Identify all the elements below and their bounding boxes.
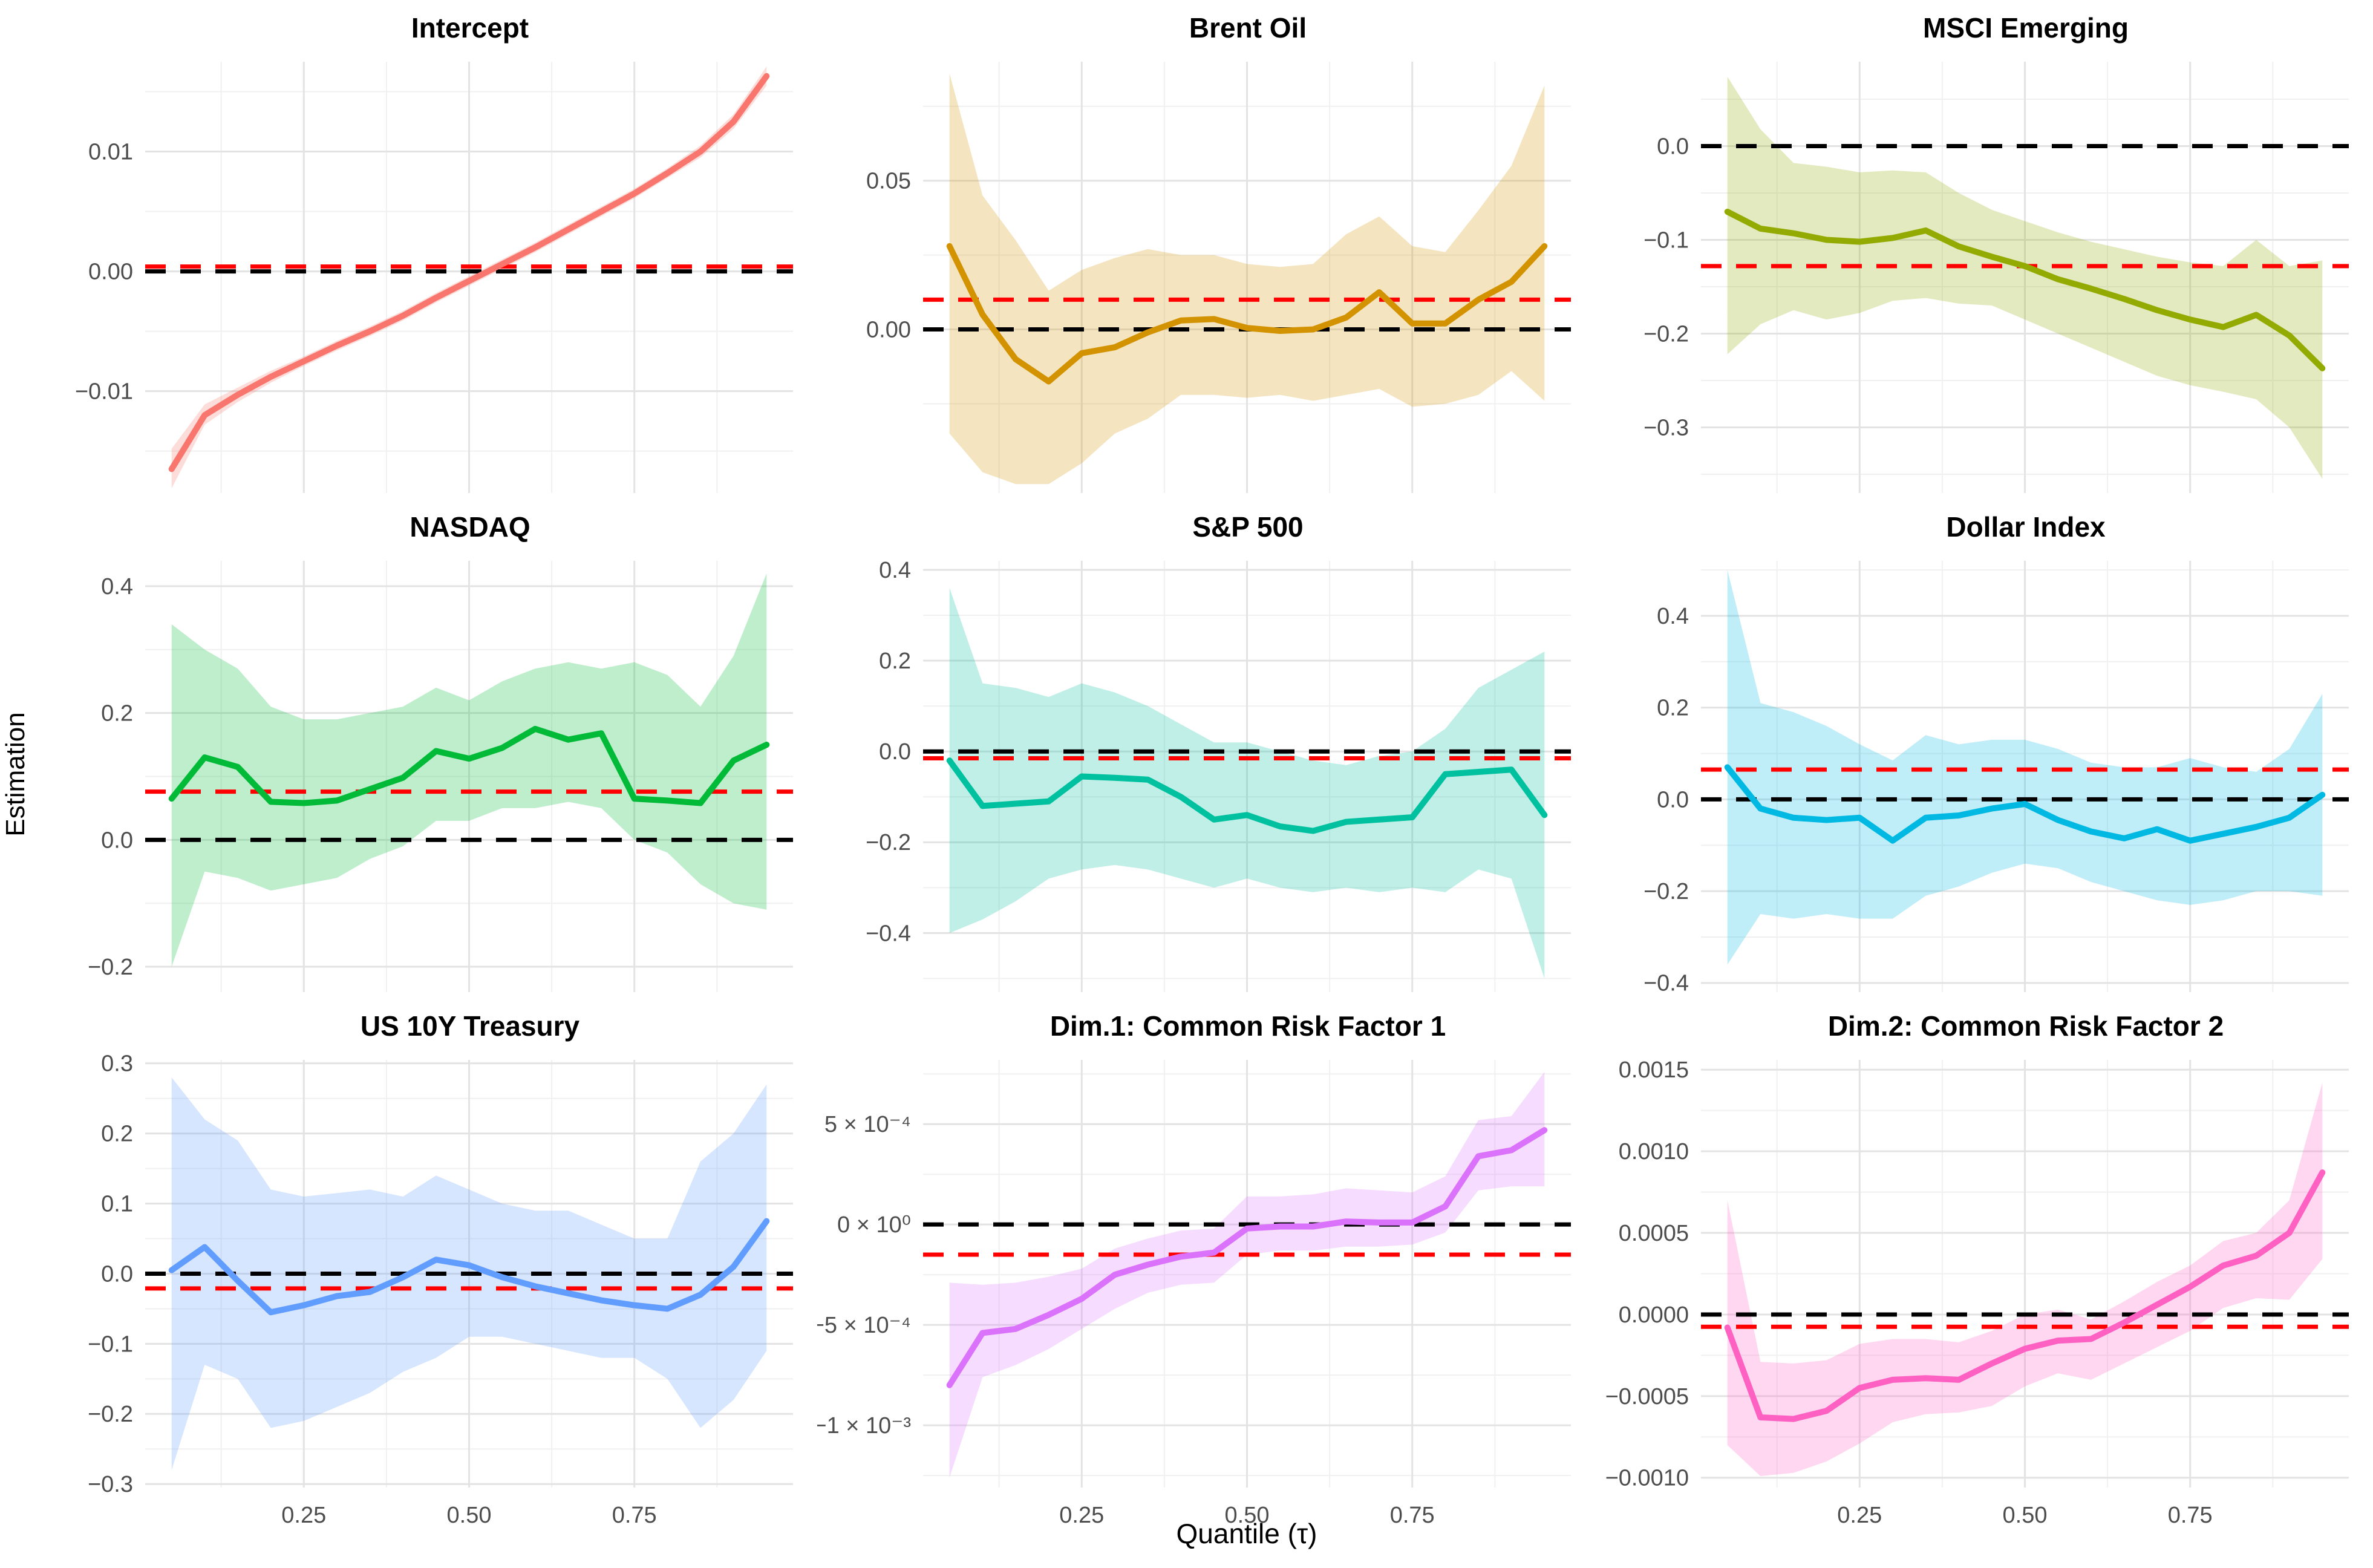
y-tick-label: −0.2 [88,1402,133,1427]
panel-title: S&P 500 [1192,511,1304,543]
facet-panel: S&P 500 0.4 0.2 0.0 −0.2 −0.4 [817,503,1589,1002]
confidence-band [1727,76,2323,479]
series-line [168,725,770,806]
y-tick-label: −0.01 [75,379,133,405]
panel-chart: 5 × 10⁻⁴ 0 × 10⁰ −5 × 10⁻⁴ −1 × 10⁻³ 0.25 0.5… [817,1060,1571,1528]
y-tick-label: −0.2 [1643,321,1689,347]
y-tick-label: 0.0015 [1619,1057,1689,1083]
panel-chart: 0.3 0.2 0.1 0.0 −0.1 −0.2 −0.3 0.25 0.50 0.75 [88,1051,793,1528]
y-tick-label: 0.2 [101,701,133,727]
panel-chart: 0.01 0.00 −0.01 [75,62,793,493]
confidence-band [949,588,1545,979]
y-tick-label: −0.0010 [1605,1466,1689,1491]
y-tick-label: 0.0 [879,739,911,765]
y-tick-label: 0.2 [101,1122,133,1147]
x-tick-label: 0.25 [1059,1503,1104,1528]
panel-chart: 0.4 0.2 0.0 −0.2 −0.4 [1643,561,2349,996]
confidence-band [1727,1082,2323,1477]
facet-panel: Dim.1: Common Risk Factor 1 5 × 10⁻⁴ 0 × … [817,1002,1589,1543]
panel-chart: 0.0 −0.1 −0.2 −0.3 [1643,62,2349,493]
x-axis-label-strip: Quantile (τ) [39,1517,2367,1550]
panel-title: Brent Oil [1189,12,1307,44]
y-tick-label: 0 × 10⁰ [837,1212,911,1238]
y-tick-label: −5 × 10⁻⁴ [817,1313,911,1338]
y-tick-label: −1 × 10⁻³ [817,1413,911,1439]
panel-title: Dollar Index [1946,511,2106,543]
facet-panel: Intercept 0.01 0.00 −0.01 [39,4,811,503]
y-tick-label: −0.2 [88,955,133,980]
y-tick-label: −0.2 [866,830,911,855]
x-axis-label: Quantile (τ) [1176,1518,1317,1549]
y-tick-label: −0.1 [1643,227,1689,253]
y-tick-label: −0.4 [1643,971,1689,996]
panel-title: Dim.2: Common Risk Factor 2 [1827,1010,2224,1042]
x-tick-label: 0.50 [447,1503,492,1528]
x-tick-label: 0.75 [2168,1503,2213,1528]
series-line [946,243,1548,385]
series-line [1724,1169,2326,1422]
x-tick-label: 0.75 [1390,1503,1435,1528]
panel-title: Intercept [411,12,529,44]
series-line [946,1127,1548,1388]
x-tick-label: 0.75 [612,1503,657,1528]
y-tick-label: 0.0000 [1619,1302,1689,1328]
panel-chart: 0.4 0.2 0.0 −0.2 −0.4 [866,558,1571,992]
panel-title: NASDAQ [410,511,530,543]
panel-chart: 0.4 0.2 0.0 −0.2 [88,561,793,992]
panel-title: MSCI Emerging [1923,12,2129,44]
y-tick-label: −0.1 [88,1331,133,1357]
y-tick-label: 0.0005 [1619,1221,1689,1246]
y-tick-label: 0.0 [101,1261,133,1287]
panel-chart: 0.05 0.00 [866,62,1571,493]
series-line [946,757,1548,834]
y-tick-label: 0.0 [1657,787,1689,812]
x-tick-label: 0.25 [1837,1503,1882,1528]
y-tick-label: 0.05 [866,169,911,194]
facet-panel: Brent Oil 0.05 0.00 [817,4,1589,503]
y-tick-label: 0.0 [101,828,133,853]
y-tick-label: 0.2 [879,648,911,674]
confidence-band [171,573,767,967]
confidence-band [1727,570,2323,965]
y-tick-label: −0.0005 [1605,1384,1689,1410]
panels-grid: Intercept 0.01 0.00 −0.01 Brent Oil 0.05 0.… [39,4,2367,1543]
y-tick-label: −0.4 [866,921,911,946]
y-tick-label: 0.1 [101,1192,133,1217]
y-tick-label: 0.2 [1657,696,1689,721]
y-tick-label: 0.3 [101,1051,133,1077]
y-tick-label: 0.0010 [1619,1139,1689,1165]
y-tick-label: 0.4 [879,558,911,583]
series-line [168,73,770,472]
y-tick-label: 0.01 [88,139,133,165]
facet-panel: MSCI Emerging 0.0 −0.1 −0.2 −0.3 [1595,4,2367,503]
y-tick-label: 5 × 10⁻⁴ [824,1112,911,1137]
y-tick-label: 0.00 [88,260,133,285]
y-axis-label: Estimation [1,712,30,837]
series-line [1724,764,2326,844]
x-tick-label: 0.50 [1225,1503,1270,1528]
panel-title: US 10Y Treasury [360,1010,580,1042]
confidence-band [949,1071,1545,1478]
confidence-band [949,73,1545,485]
y-tick-label: 0.0 [1657,134,1689,159]
y-tick-label: −0.2 [1643,879,1689,904]
facet-panel: Dollar Index 0.4 0.2 0.0 −0.2 −0.4 [1595,503,2367,1002]
y-tick-label: −0.3 [1643,415,1689,440]
panel-title: Dim.1: Common Risk Factor 1 [1049,1010,1446,1042]
y-tick-label: 0.00 [866,317,911,342]
facet-panel: US 10Y Treasury 0.3 0.2 0.1 0.0 −0.1 −0.2 −0.3… [39,1002,811,1543]
facet-panel: NASDAQ 0.4 0.2 0.0 −0.2 [39,503,811,1002]
y-tick-label: −0.3 [88,1472,133,1497]
x-tick-label: 0.50 [2003,1503,2048,1528]
series-line [1724,209,2326,371]
y-tick-label: 0.4 [1657,604,1689,629]
y-tick-label: 0.4 [101,574,133,599]
series-line [168,1218,770,1316]
facet-panel: Dim.2: Common Risk Factor 2 0.0015 0.0010… [1595,1002,2367,1543]
x-tick-label: 0.25 [281,1503,326,1528]
confidence-band [171,66,767,489]
panel-chart: 0.0015 0.0010 0.0005 0.0000 −0.0005 −0.0010 0.… [1605,1057,2349,1528]
